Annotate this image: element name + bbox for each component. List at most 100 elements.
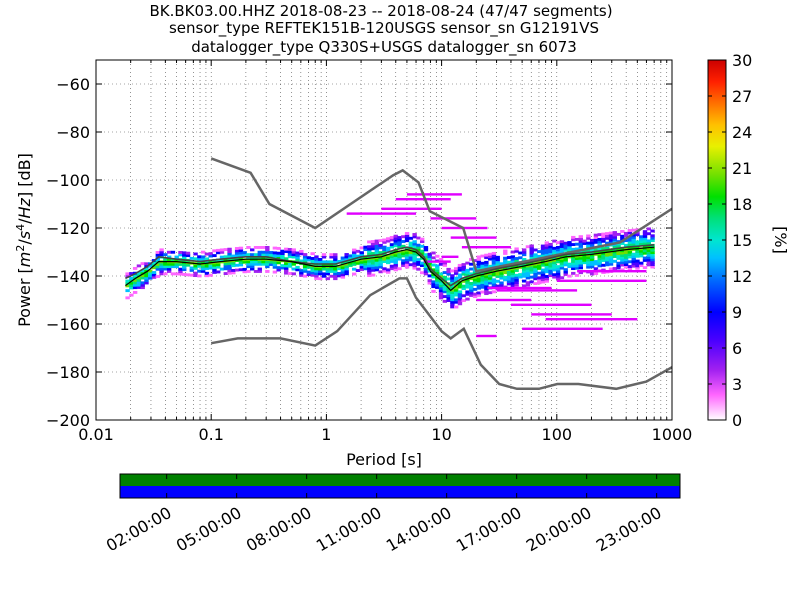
psd-cell: [495, 284, 500, 288]
psd-cell: [574, 247, 580, 251]
psd-cell: [189, 268, 194, 272]
psd-cell: [363, 264, 368, 268]
psd-cell: [212, 268, 217, 272]
psd-cell: [393, 244, 398, 248]
psd-cell: [484, 280, 489, 284]
psd-cell: [544, 253, 550, 257]
psd-cell: [639, 264, 644, 267]
psd-cell: [295, 253, 300, 257]
psd-cell: [431, 280, 436, 284]
psd-cell: [412, 242, 417, 246]
psd-cell: [272, 251, 278, 255]
noise-model-low-line: [210, 277, 672, 391]
psd-cell: [378, 263, 383, 267]
psd-cell: [151, 275, 157, 279]
psd-cell: [631, 255, 636, 259]
psd-cell: [503, 256, 508, 260]
psd-cell: [265, 260, 270, 264]
psd-cell: [374, 263, 380, 267]
psd-cell: [185, 273, 191, 277]
psd-cell: [499, 276, 504, 280]
psd-cell: [336, 267, 342, 271]
psd-cell: [378, 258, 383, 262]
psd-cell: [552, 239, 557, 243]
psd-cell: [419, 252, 425, 255]
psd-cell: [450, 274, 455, 278]
psd-cell: [623, 265, 629, 269]
psd-cell: [352, 248, 357, 252]
psd-cell: [646, 249, 651, 252]
psd-cell: [306, 273, 312, 276]
psd-cell: [472, 280, 478, 284]
psd-cell: [242, 270, 247, 274]
psd-cell: [129, 272, 134, 275]
psd-cell: [291, 255, 296, 259]
psd-cell: [529, 270, 534, 274]
psd-cell: [608, 233, 614, 237]
psd-cell: [555, 248, 561, 252]
psd-cell: [548, 274, 553, 278]
psd-cell: [333, 267, 338, 271]
psd-cell: [495, 270, 500, 274]
psd-cell: [495, 275, 500, 278]
psd-cell: [397, 257, 402, 261]
psd-cell: [284, 266, 289, 270]
psd-cell: [650, 229, 655, 233]
psd-cell: [212, 266, 217, 270]
psd-cell: [197, 274, 202, 278]
psd-cell: [578, 235, 583, 239]
psd-cell: [378, 246, 383, 250]
psd-cell: [639, 261, 644, 265]
psd-cell: [552, 275, 557, 279]
psd-cell: [197, 257, 202, 261]
psd-cell: [605, 246, 610, 250]
psd-cell: [401, 252, 406, 255]
psd-cell: [450, 305, 455, 309]
psd-cell: [465, 292, 470, 296]
psd-cell: [571, 243, 576, 247]
psd-cell: [552, 266, 557, 269]
psd-cell: [265, 253, 270, 257]
psd-cell: [216, 263, 221, 267]
psd-cell: [374, 268, 380, 272]
psd-cell: [457, 273, 463, 277]
psd-cell: [521, 265, 527, 269]
psd-cell: [212, 270, 217, 274]
psd-cell: [631, 243, 636, 247]
psd-cell: [612, 240, 617, 244]
psd-cell: [612, 267, 617, 270]
psd-cell: [525, 283, 531, 287]
psd-cell: [514, 247, 519, 251]
psd-cell: [616, 244, 621, 248]
psd-cell: [646, 258, 651, 262]
psd-cell: [412, 240, 417, 244]
psd-cell: [514, 283, 519, 287]
psd-cell: [567, 241, 572, 244]
psd-cell: [597, 254, 602, 258]
psd-cell: [635, 233, 640, 237]
psd-cell: [571, 257, 576, 261]
psd-cell: [476, 277, 482, 281]
psd-cell: [487, 255, 493, 259]
psd-cell: [166, 258, 172, 261]
psd-cell: [450, 298, 455, 302]
psd-cell: [476, 255, 482, 259]
psd-cell: [223, 262, 228, 266]
psd-cell: [540, 268, 546, 272]
psd-cell: [461, 263, 466, 266]
psd-cell: [469, 291, 474, 295]
psd-cell: [272, 263, 278, 267]
psd-cell: [389, 267, 395, 271]
psd-cell: [427, 257, 432, 261]
psd-cell: [582, 261, 587, 265]
psd-cell: [438, 291, 444, 295]
psd-cell: [280, 256, 285, 260]
x-tick-label: 0.01: [78, 425, 114, 444]
psd-cell: [529, 244, 534, 248]
psd-cell: [484, 256, 489, 260]
psd-cell: [363, 262, 368, 266]
psd-cell: [344, 255, 349, 259]
psd-cell: [631, 259, 636, 263]
psd-cell: [340, 263, 346, 267]
psd-cell: [484, 287, 489, 291]
